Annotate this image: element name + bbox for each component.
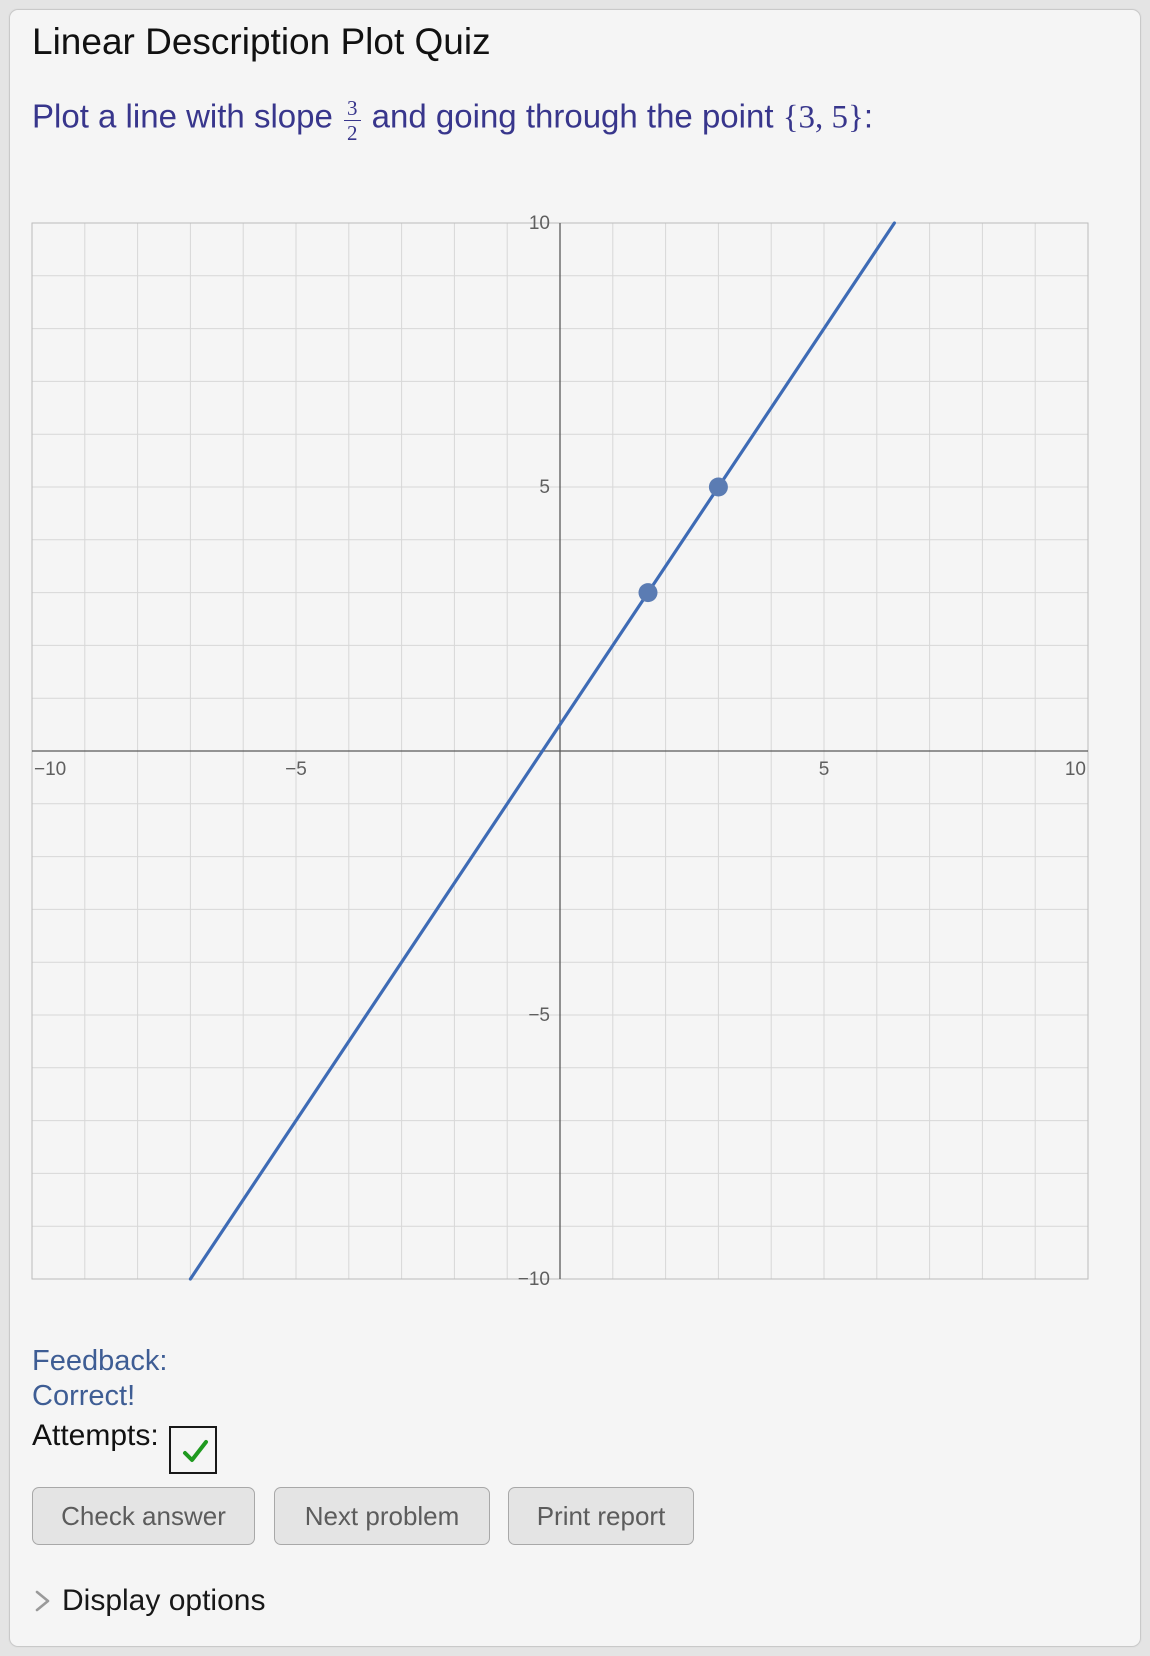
svg-text:5: 5 [539, 477, 550, 498]
svg-text:−5: −5 [528, 1005, 550, 1026]
svg-text:−10: −10 [34, 759, 66, 780]
svg-text:5: 5 [819, 759, 830, 780]
svg-text:10: 10 [529, 213, 550, 234]
svg-text:−5: −5 [285, 759, 307, 780]
svg-text:10: 10 [1065, 759, 1086, 780]
svg-text:−10: −10 [518, 1269, 550, 1290]
